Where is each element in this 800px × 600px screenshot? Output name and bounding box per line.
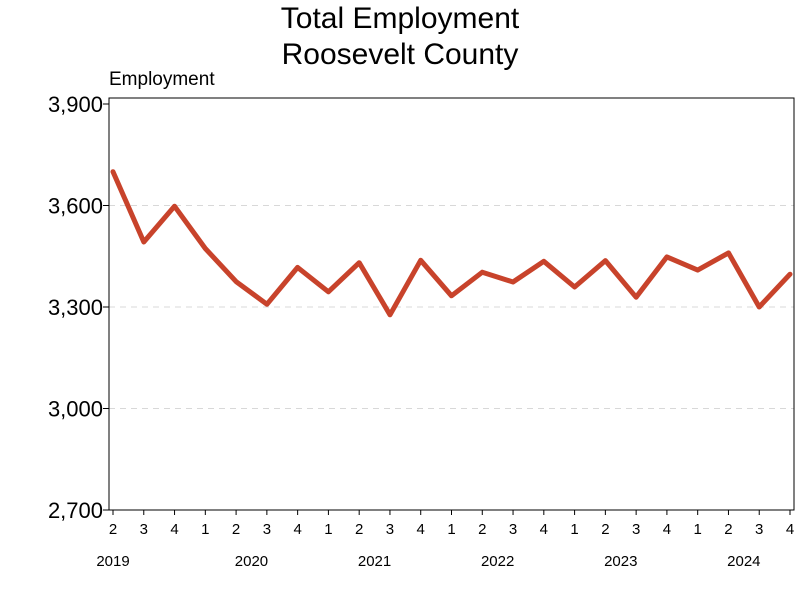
data-point: [357, 261, 361, 265]
data-point: [173, 204, 177, 208]
y-tick-label: 2,700: [48, 498, 103, 523]
x-tick-label: 4: [293, 521, 301, 538]
data-point: [111, 170, 115, 174]
data-point: [757, 305, 761, 309]
data-point: [234, 280, 238, 284]
x-tick-label: 1: [570, 521, 578, 538]
data-point: [450, 294, 453, 298]
data-point: [480, 270, 484, 274]
y-tick-label: 3,300: [48, 295, 103, 320]
x-tick-label: 3: [755, 521, 763, 538]
data-point: [419, 258, 423, 262]
x-tick-label: 1: [201, 521, 209, 538]
data-point: [265, 302, 269, 306]
x-tick-label: 4: [663, 521, 671, 538]
x-tick-label: 2: [601, 521, 609, 538]
x-tick-label: 3: [632, 521, 640, 538]
plot-frame: [108, 97, 795, 511]
grid-layer: [109, 205, 794, 409]
year-label: 2021: [358, 553, 391, 570]
x-tick-label: 3: [140, 521, 148, 538]
year-label: 2024: [727, 553, 760, 570]
y-tick-label: 3,900: [48, 92, 103, 117]
data-point: [511, 280, 515, 284]
x-tick-label: 3: [263, 521, 271, 538]
x-tick-label: 4: [417, 521, 425, 538]
x-tick-label: 1: [324, 521, 332, 538]
y-axis-ticks: 2,700 3,000 3,300 3,600 3,900: [48, 92, 109, 523]
data-point: [665, 255, 669, 259]
data-point: [603, 259, 607, 263]
chart-subtitle: Roosevelt County: [281, 38, 519, 71]
data-point: [296, 265, 300, 269]
x-tick-label: 4: [540, 521, 548, 538]
x-axis-ticks: 2 3 4 1 2 3 4 1 2 3 4 1 2 3 4 1 2 3 4 1 2 3 4: [109, 510, 794, 538]
x-tick-label: 2: [478, 521, 486, 538]
x-tick-label: 3: [386, 521, 394, 538]
x-tick-label: 1: [694, 521, 702, 538]
year-label: 2020: [235, 553, 268, 570]
x-tick-label: 3: [509, 521, 517, 538]
x-tick-label: 2: [355, 521, 363, 538]
employment-series-line: [110, 169, 793, 318]
y-tick-label: 3,600: [48, 194, 103, 219]
x-tick-label: 4: [170, 521, 178, 538]
data-point: [203, 246, 207, 250]
x-tick-label: 2: [232, 521, 240, 538]
data-point: [634, 295, 638, 299]
data-point: [788, 272, 792, 276]
data-point: [326, 290, 330, 294]
y-axis-label: Employment: [109, 69, 215, 90]
year-labels: 2019 2020 2021 2022 2023 2024: [96, 553, 760, 570]
series-layer: [110, 169, 793, 318]
x-tick-label: 2: [109, 521, 117, 538]
data-point: [142, 240, 146, 244]
x-tick-label: 1: [447, 521, 455, 538]
y-tick-label: 3,000: [48, 397, 103, 422]
data-point: [542, 259, 546, 263]
data-point: [696, 268, 700, 272]
year-label: 2022: [481, 553, 514, 570]
x-tick-label: 2: [724, 521, 732, 538]
x-tick-label: 4: [786, 521, 794, 538]
year-label: 2019: [96, 553, 129, 570]
data-point: [573, 285, 577, 289]
year-label: 2023: [604, 553, 637, 570]
data-point: [726, 251, 730, 255]
chart-title: Total Employment: [280, 2, 520, 35]
data-point: [388, 313, 392, 317]
